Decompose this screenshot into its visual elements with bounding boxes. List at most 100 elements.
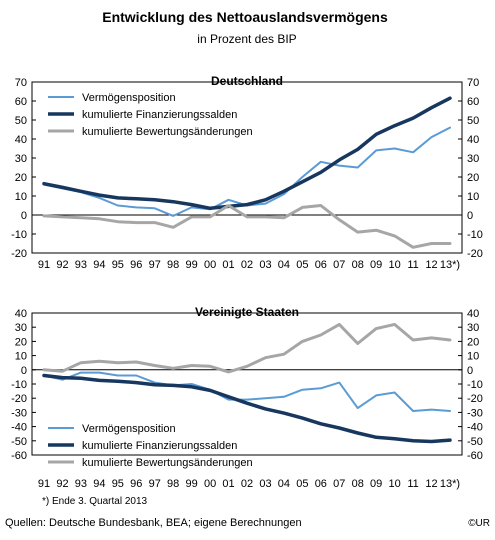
y-tick-label-left: -50 [11,436,27,448]
x-tick-label: 96 [130,478,142,490]
y-tick-label-right: 20 [467,172,479,184]
y-tick-label-right: -20 [467,393,483,405]
y-tick-label-right: -50 [467,436,483,448]
x-tick-label: 91 [38,478,50,490]
panel-title: Deutschland [211,74,283,88]
y-tick-label-left: -20 [11,393,27,405]
y-tick-label-right: 20 [467,336,479,348]
y-tick-label-left: 60 [15,96,27,108]
legend-label: Vermögensposition [82,423,176,435]
y-tick-label-right: -20 [467,248,483,260]
panel-vereinigte-staaten: Vereinigte Staaten -60 -60 -50 -50 -40 -40 -30 -… [11,305,483,490]
x-tick-label: 12 [425,478,437,490]
y-tick-label-right: 10 [467,351,479,363]
y-tick-label-right: -60 [467,450,483,462]
y-tick-label-left: 50 [15,115,27,127]
x-tick-label: 98 [167,478,179,490]
x-tick-label: 06 [315,478,327,490]
series-line-finanzierungssalden [42,96,452,211]
x-tick-label: 13*) [440,478,460,490]
x-tick-label: 99 [186,259,198,271]
series-line-bewertungsaenderungen [42,204,452,249]
y-tick-label-left: 30 [15,322,27,334]
x-tick-label: 07 [333,478,345,490]
source-note: Quellen: Deutsche Bundesbank, BEA; eigen… [5,517,302,529]
x-tick-label: 94 [93,478,105,490]
y-tick-label-right: 60 [467,96,479,108]
y-tick-label-left: 20 [15,172,27,184]
x-tick-label: 01 [222,478,234,490]
x-tick-label: 08 [352,259,364,271]
series-line-vermoegensposition [43,126,451,217]
y-tick-label-left: 40 [15,308,27,320]
x-tick-label: 98 [167,259,179,271]
x-tick-label: 03 [259,478,271,490]
y-tick-label-left: -30 [11,407,27,419]
legend-label: kumulierte Finanzierungssalden [82,109,237,121]
x-tick-label: 10 [389,259,401,271]
y-tick-label-right: -10 [467,379,483,391]
x-tick-label: 92 [56,478,68,490]
legend-label: kumulierte Bewertungsänderungen [82,126,253,138]
y-tick-label-right: -30 [467,407,483,419]
x-tick-label: 00 [204,478,216,490]
x-tick-label: 05 [296,259,308,271]
x-tick-label: 09 [370,478,382,490]
y-tick-label-right: -10 [467,229,483,241]
legend-label: kumulierte Finanzierungssalden [82,440,237,452]
chart-title: Entwicklung des Nettoauslandsvermögens [102,9,388,25]
y-tick-label-left: -20 [11,248,27,260]
y-tick-label-right: 40 [467,308,479,320]
copyright-note: ©UR [468,518,490,529]
panel-title: Vereinigte Staaten [195,305,299,319]
series-line-bewertungsaenderungen [42,322,452,374]
x-tick-label: 02 [241,259,253,271]
y-tick-label-left: 40 [15,134,27,146]
x-tick-label: 00 [204,259,216,271]
x-tick-label: 02 [241,478,253,490]
series-line-finanzierungssalden [42,373,452,444]
x-tick-label: 07 [333,259,345,271]
x-tick-label: 05 [296,478,308,490]
y-tick-label-right: 10 [467,191,479,203]
x-tick-label: 11 [407,478,418,490]
legend-label: kumulierte Bewertungsänderungen [82,457,253,469]
x-tick-label: 04 [278,478,290,490]
x-tick-label: 95 [112,478,124,490]
y-tick-label-left: 20 [15,336,27,348]
y-tick-label-right: -40 [467,422,483,434]
x-tick-label: 99 [186,478,198,490]
y-tick-label-left: -40 [11,422,27,434]
plot-frame [31,81,463,254]
x-tick-label: 92 [56,259,68,271]
y-tick-label-right: 30 [467,153,479,165]
x-tick-label: 10 [389,478,401,490]
footnote: *) Ende 3. Quartal 2013 [42,496,148,507]
y-tick-label-left: -10 [11,379,27,391]
x-tick-label: 09 [370,259,382,271]
x-tick-label: 11 [407,259,418,271]
chart-subtitle: in Prozent des BIP [197,32,296,46]
y-tick-label-right: 0 [467,365,473,377]
y-tick-label-left: 0 [21,365,27,377]
x-tick-label: 13*) [440,259,460,271]
x-tick-label: 94 [93,259,105,271]
y-tick-label-right: 0 [467,210,473,222]
x-tick-label: 97 [149,478,161,490]
y-tick-label-left: 10 [15,351,27,363]
y-tick-label-left: 0 [21,210,27,222]
y-tick-label-right: 40 [467,134,479,146]
y-tick-label-left: -60 [11,450,27,462]
x-tick-label: 93 [75,478,87,490]
x-tick-label: 12 [425,259,437,271]
x-tick-label: 06 [315,259,327,271]
y-tick-label-left: -10 [11,229,27,241]
x-tick-label: 93 [75,259,87,271]
legend-label: Vermögensposition [82,92,176,104]
x-tick-label: 91 [38,259,50,271]
x-tick-label: 96 [130,259,142,271]
x-tick-label: 04 [278,259,290,271]
y-tick-label-right: 70 [467,77,479,89]
